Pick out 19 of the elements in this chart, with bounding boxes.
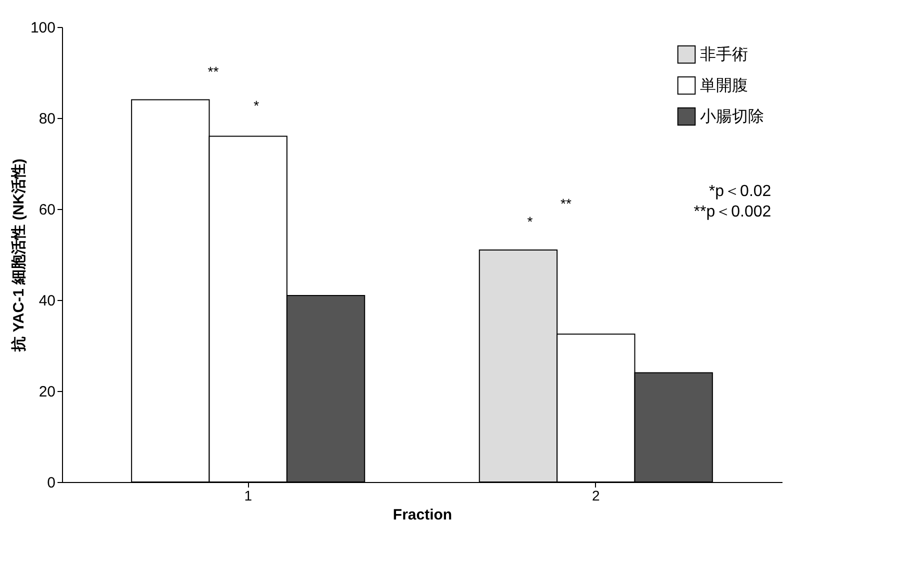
annotation: * <box>254 98 260 114</box>
legend-label: 小腸切除 <box>700 108 764 126</box>
x-tick-label: 2 <box>592 488 600 504</box>
legend-label: 単開腹 <box>700 78 748 94</box>
legend-label: 非手術 <box>700 46 748 64</box>
y-axis-title: 抗 YAC-1 細胞活性 (NK活性) <box>10 158 28 352</box>
annotation: ** <box>560 195 572 212</box>
y-tick-label: 80 <box>38 110 56 128</box>
y-tick-label: 20 <box>38 384 56 400</box>
y-tick-label: 40 <box>38 292 56 310</box>
annotation: **p＜0.002 <box>694 203 772 220</box>
x-axis-title: Fraction <box>392 506 452 524</box>
annotation: *p＜0.02 <box>708 182 772 200</box>
annotation: ** <box>208 64 220 80</box>
y-tick-label: 100 <box>30 20 56 36</box>
x-tick-label: 1 <box>244 488 252 504</box>
y-tick-label: 0 <box>47 474 56 492</box>
annotation: * <box>527 214 534 230</box>
y-tick-label: 60 <box>38 202 56 218</box>
